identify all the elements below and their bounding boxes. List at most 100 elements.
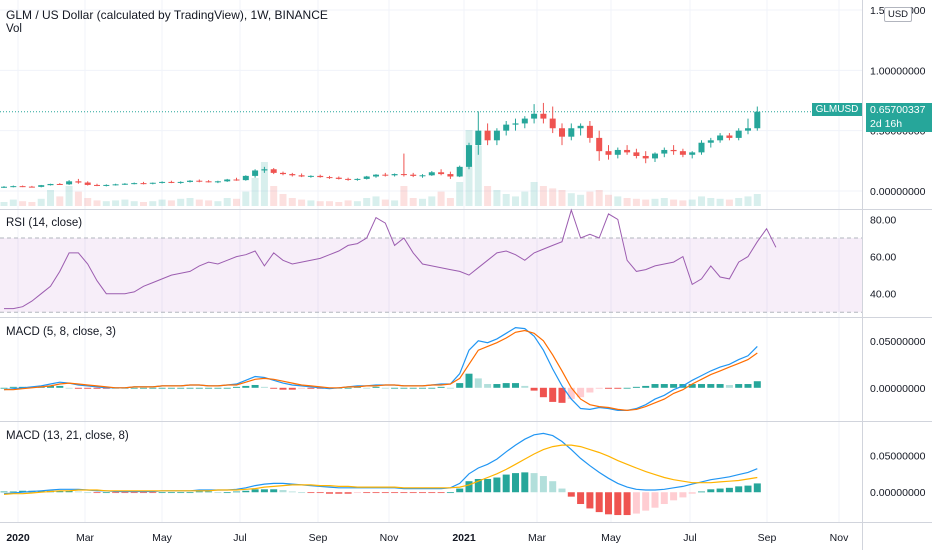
candle-body <box>373 174 379 177</box>
time-tick-label: Nov <box>380 532 399 544</box>
time-tick-label: 2021 <box>452 532 476 544</box>
macd1-histogram-bar <box>725 384 733 388</box>
candle-body <box>754 111 761 129</box>
macd2-histogram-bar <box>242 490 250 493</box>
volume-bar <box>512 196 519 206</box>
candle-body <box>345 178 352 180</box>
volume-bar <box>112 200 120 206</box>
volume-bar <box>19 201 27 206</box>
macd1-histogram-bar <box>391 387 399 389</box>
candle-body <box>103 184 110 186</box>
macd1-histogram-bar <box>260 386 268 388</box>
volume-bar <box>651 198 659 206</box>
macd1-histogram-bar <box>428 387 436 389</box>
macd2-histogram-bar <box>428 492 436 494</box>
macd2-histogram-bar <box>233 491 240 493</box>
macd2-histogram-bar <box>140 492 147 494</box>
macd2-histogram-bar <box>474 478 482 493</box>
candle-body <box>242 175 249 181</box>
macd2-histogram-bar <box>725 487 733 493</box>
volume-bar <box>530 182 538 206</box>
volume-bar <box>270 186 278 206</box>
volume-bar <box>140 202 147 206</box>
candle-body <box>707 140 714 143</box>
macd1-histogram-bar <box>270 387 278 389</box>
macd1-histogram-bar <box>735 384 743 388</box>
candle-body <box>512 123 519 125</box>
candle-body <box>456 166 463 177</box>
macd1-histogram-bar <box>465 373 473 388</box>
volume-bar <box>446 198 454 206</box>
time-tick-label: Mar <box>76 532 95 544</box>
macd1-histogram-bar <box>140 387 147 389</box>
candle-body <box>252 170 259 176</box>
macd2-histogram-bar <box>707 489 715 493</box>
rsi-tick-label: 40.00 <box>870 289 896 301</box>
currency-button[interactable]: USD <box>884 7 912 22</box>
candle-body <box>149 182 156 184</box>
candle-body <box>466 145 472 167</box>
macd2-histogram-bar <box>344 492 352 494</box>
candle-body <box>66 181 73 185</box>
volume-bar <box>242 191 250 206</box>
macd2-histogram-bar <box>558 488 566 493</box>
macd2-histogram-bar <box>177 492 185 494</box>
volume-bar <box>391 200 399 206</box>
volume-bar <box>84 198 92 206</box>
candle-body <box>382 174 389 176</box>
macd2-histogram-bar <box>567 492 575 497</box>
rsi-line <box>4 208 777 310</box>
macd1-histogram-bar <box>195 387 203 389</box>
macd2-histogram-bar <box>502 474 510 493</box>
macd1-histogram-bar <box>47 385 54 388</box>
volume-bar <box>233 198 240 206</box>
macd1-histogram-bar <box>623 387 631 389</box>
macd2-histogram-bar <box>391 492 399 494</box>
macd2-macd-line <box>3 432 758 495</box>
volume-bar <box>353 201 361 206</box>
macd2-histogram-bar <box>586 492 594 509</box>
macd1-histogram-bar <box>372 386 380 388</box>
candle-body <box>84 182 91 185</box>
macd1-histogram-bar <box>307 387 315 389</box>
macd2-histogram-bar <box>149 492 157 494</box>
time-tick-label: Jul <box>683 532 696 544</box>
macd2-histogram-bar <box>679 492 687 498</box>
macd1-histogram-bar <box>577 387 585 398</box>
macd2-histogram-bar <box>195 491 203 493</box>
candle-body <box>270 169 277 173</box>
macd1-histogram-bar <box>474 378 482 388</box>
rsi-band <box>0 238 862 313</box>
candle-body <box>159 181 166 183</box>
macd1-histogram-bar <box>437 386 445 388</box>
macd2-histogram-bar <box>623 492 631 516</box>
macd2-histogram-bar <box>549 481 557 493</box>
macd1-histogram-bar <box>744 384 752 388</box>
macd1-histogram-bar <box>698 384 705 388</box>
candle-body <box>540 113 547 119</box>
macd1-histogram-bar <box>707 384 715 388</box>
volume-bar <box>623 198 631 206</box>
macd2-tick-label: 0.05000000 <box>870 450 926 462</box>
macd1-histogram-bar <box>670 384 678 388</box>
volume-bar <box>660 198 668 206</box>
macd2-histogram-bar <box>205 491 213 493</box>
macd2-histogram-bar <box>744 485 752 493</box>
price-tick-label: 0.00000000 <box>870 186 926 198</box>
candle-body <box>214 181 221 183</box>
volume-label: Vol <box>6 23 22 35</box>
macd2-histogram-bar <box>326 492 333 494</box>
volume-bar <box>0 202 8 206</box>
macd1-histogram-bar <box>539 387 547 398</box>
macd1-histogram-bar <box>716 384 724 388</box>
candle-body <box>633 152 640 156</box>
macd2-histogram-bar <box>279 490 287 493</box>
macd1-histogram-bar <box>549 387 557 402</box>
macd2-histogram-bar <box>437 492 445 494</box>
candle-body <box>400 174 407 176</box>
macd1-histogram-bar <box>605 387 612 389</box>
macd1-pane-title: MACD (5, 8, close, 3) <box>6 326 116 338</box>
volume-bar <box>549 188 557 206</box>
volume-bar <box>307 200 315 206</box>
